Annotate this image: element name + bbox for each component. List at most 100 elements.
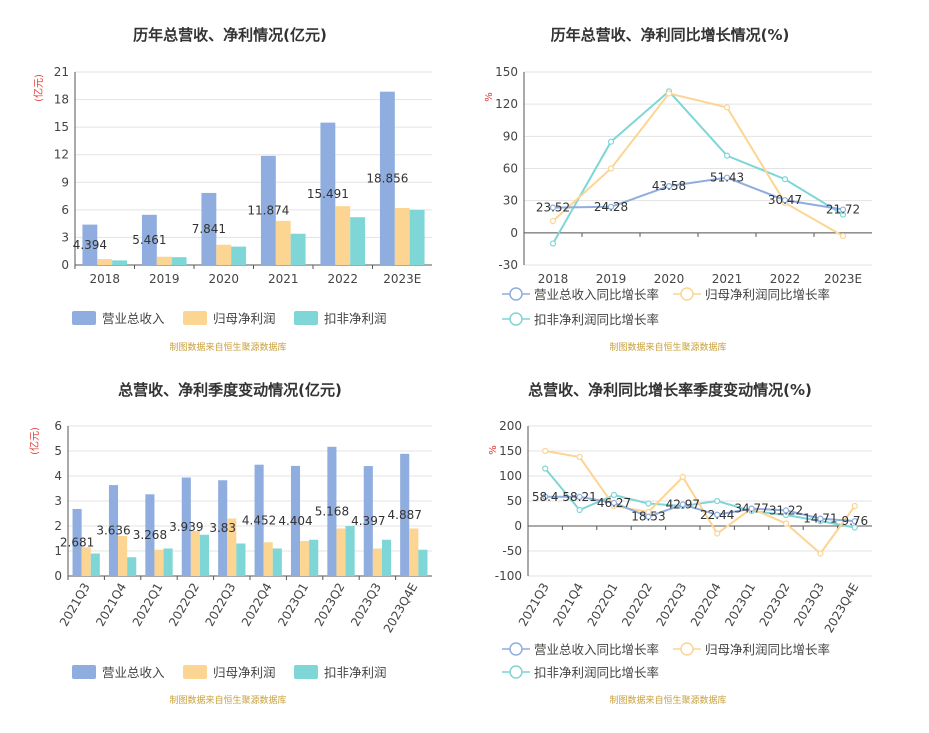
bar-revenue — [320, 122, 336, 265]
legend-swatch — [183, 311, 207, 325]
series-point — [645, 513, 652, 520]
y-tick-label: 0 — [514, 519, 522, 533]
series-point — [607, 165, 615, 172]
y-tick-label: 3 — [61, 230, 69, 244]
y-tick-label: 18 — [54, 93, 69, 107]
bar-revenue — [400, 453, 410, 576]
y-tick-label: 90 — [503, 129, 518, 143]
data-label: 42.97 — [666, 498, 700, 512]
y-tick-label: 150 — [499, 444, 522, 458]
x-tick-label: 2022Q1 — [585, 581, 621, 629]
source-note: 制图数据来自恒生聚源数据库 — [609, 694, 726, 706]
bar-deducted-profit — [345, 526, 355, 576]
bar-revenue — [363, 466, 373, 576]
bar-parent-profit — [263, 542, 273, 576]
y-tick-label: 2 — [54, 519, 62, 533]
bar-parent-profit — [154, 549, 164, 576]
series-line — [552, 92, 844, 237]
bar-revenue — [218, 480, 228, 576]
x-tick-label: 2022Q3 — [653, 581, 689, 629]
data-label: 11.874 — [247, 203, 289, 217]
y-axis-unit: % — [484, 92, 495, 102]
y-tick-label: 200 — [499, 419, 522, 433]
series-point — [723, 104, 731, 111]
source-note: 制图数据来自恒生聚源数据库 — [169, 341, 286, 353]
x-tick-label: 2023Q4E — [822, 581, 862, 636]
series-point — [549, 217, 557, 225]
data-label: 18.856 — [366, 171, 408, 185]
y-tick-label: -30 — [498, 258, 518, 272]
data-label: 3.636 — [96, 524, 130, 538]
bar-deducted-profit — [171, 257, 187, 265]
series-point — [714, 530, 721, 537]
legend-swatch — [294, 665, 318, 679]
x-tick-label: 2021Q3 — [57, 581, 93, 629]
x-tick-label: 2019 — [596, 272, 627, 286]
series-point — [817, 550, 824, 557]
bar-deducted-profit — [350, 217, 366, 265]
legend-label: 扣非净利润 — [324, 311, 387, 326]
y-tick-label: 9 — [61, 175, 69, 189]
bar-parent-profit — [216, 244, 232, 265]
series-point — [665, 90, 673, 97]
legend-label: 营业总收入 — [102, 665, 165, 680]
data-label: 3.268 — [133, 528, 167, 542]
bar-deducted-profit — [290, 233, 306, 265]
bar-parent-profit — [409, 528, 419, 576]
series-point — [665, 183, 673, 190]
x-tick-label: 2023Q2 — [757, 581, 793, 629]
bar-revenue — [260, 155, 276, 265]
bar-deducted-profit — [163, 548, 173, 576]
series-point — [542, 465, 549, 472]
legend-label: 扣非净利润同比增长率 — [534, 312, 659, 327]
y-tick-label: 120 — [495, 97, 518, 111]
legend-label: 营业总收入同比增长率 — [534, 642, 659, 657]
series-point — [645, 500, 652, 507]
legend-label: 归母净利润同比增长率 — [705, 287, 830, 302]
bar-revenue — [141, 214, 157, 265]
bar-revenue — [72, 508, 82, 576]
bar-parent-profit — [335, 206, 351, 265]
y-tick-label: 0 — [510, 226, 518, 240]
x-tick-label: 2022Q4 — [239, 581, 275, 629]
series-point — [781, 197, 789, 204]
chart-title: 历年总营收、净利同比增长情况(%) — [551, 26, 790, 44]
x-tick-label: 2023Q1 — [722, 581, 758, 629]
bar-revenue — [327, 446, 337, 576]
y-tick-label: 1 — [54, 544, 62, 558]
bar-parent-profit — [394, 208, 410, 265]
series-point — [714, 511, 721, 518]
x-tick-label: 2023Q1 — [275, 581, 311, 629]
x-tick-label: 2022Q1 — [130, 581, 166, 629]
series-point — [607, 138, 615, 145]
bar-revenue — [108, 485, 119, 576]
series-point — [549, 204, 557, 211]
legend-label: 归母净利润 — [213, 665, 276, 680]
y-tick-label: 0 — [61, 258, 69, 272]
y-tick-label: 60 — [503, 162, 518, 176]
bar-revenue — [201, 192, 217, 265]
bar-revenue — [181, 477, 191, 576]
bar-deducted-profit — [112, 260, 128, 265]
bar-revenue — [82, 224, 98, 265]
data-label: 3.83 — [209, 521, 236, 535]
data-label: 4.404 — [278, 514, 312, 528]
series-point — [549, 240, 557, 247]
y-axis-unit: % — [488, 445, 499, 455]
bar-deducted-profit — [381, 539, 392, 576]
x-tick-label: 2023Q2 — [312, 581, 348, 629]
x-tick-label: 2022 — [770, 272, 801, 286]
x-tick-label: 2020 — [208, 272, 239, 286]
x-tick-label: 2021 — [712, 272, 743, 286]
bar-parent-profit — [372, 548, 382, 576]
x-tick-label: 2023Q4E — [381, 581, 421, 636]
y-tick-label: 30 — [503, 194, 518, 208]
y-tick-label: 12 — [54, 148, 69, 162]
x-tick-label: 2022 — [327, 272, 358, 286]
data-label: 30.47 — [768, 193, 802, 207]
series-point — [817, 515, 824, 522]
bar-parent-profit — [156, 256, 172, 265]
bar-deducted-profit — [231, 246, 247, 265]
series-line — [545, 450, 856, 555]
data-label: 4.887 — [388, 508, 422, 522]
